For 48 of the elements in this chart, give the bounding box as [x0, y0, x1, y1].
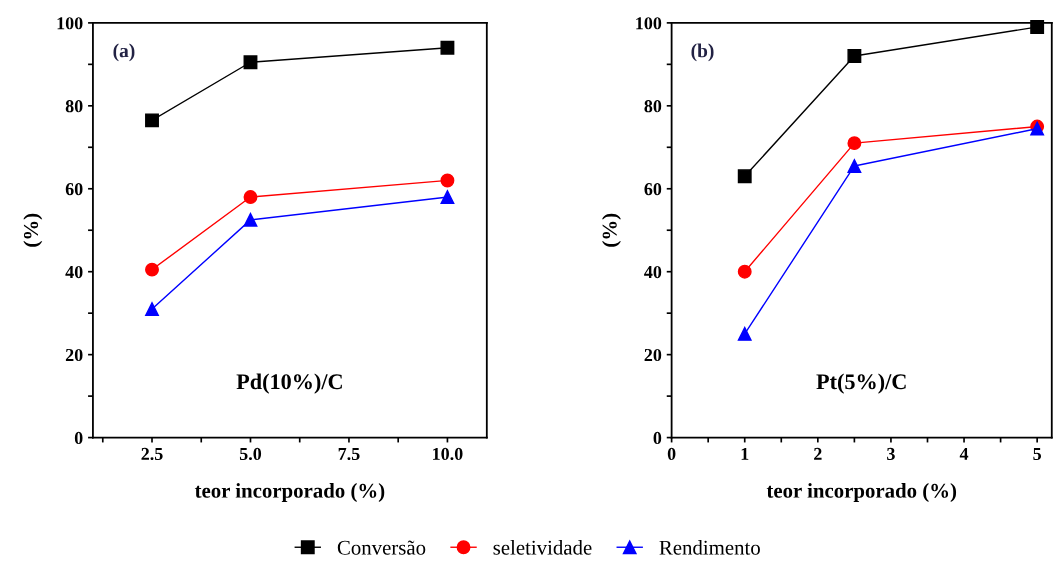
point — [737, 169, 752, 184]
x-axis-title: teor incorporado (%) — [194, 483, 385, 503]
x-tick-label: 7.5 — [338, 448, 360, 461]
x-tick-label: 4 — [959, 447, 969, 460]
annotation: (b) — [691, 43, 714, 62]
legend-label: Conversão — [337, 540, 426, 555]
y-tick-label: 80 — [644, 100, 662, 113]
y-tick-label: 100 — [636, 17, 662, 30]
point — [243, 190, 258, 204]
x-tick-label: 1 — [741, 447, 749, 460]
x-tick-label: 3 — [887, 447, 895, 461]
y-axis-title: (%) — [23, 213, 43, 247]
y-tick-label: 20 — [65, 348, 83, 362]
y-tick-label: 40 — [644, 265, 662, 279]
point — [440, 173, 455, 188]
legend-label: seletividade — [493, 540, 592, 555]
point — [145, 302, 159, 316]
y-tick-label: 0 — [74, 431, 83, 445]
x-tick-label: 5.0 — [239, 447, 262, 461]
y-tick-label: 20 — [644, 348, 662, 362]
point — [440, 40, 455, 55]
annotation: (a) — [113, 43, 135, 62]
point — [145, 113, 159, 128]
y-axis-title: (%) — [602, 213, 621, 247]
x-tick-label: 5 — [1033, 448, 1042, 461]
annotation: Pt(5%)/C — [816, 373, 906, 394]
y-tick-label: 60 — [644, 183, 662, 196]
point — [847, 49, 862, 64]
point — [440, 190, 455, 204]
point — [737, 326, 752, 341]
y-tick-label: 60 — [65, 183, 83, 196]
x-tick-label: 2.5 — [141, 447, 163, 461]
legend-label: Rendimento — [659, 540, 760, 555]
annotation: Pd(10%)/C — [236, 373, 342, 394]
y-tick-label: 40 — [65, 265, 83, 279]
point — [737, 264, 752, 279]
point — [243, 55, 258, 70]
point — [847, 159, 862, 173]
y-tick-label: 80 — [65, 100, 83, 113]
point — [243, 212, 258, 227]
point — [145, 262, 159, 277]
x-tick-label: 10.0 — [433, 447, 463, 461]
x-tick-label: 0 — [667, 447, 676, 461]
x-tick-label: 2 — [814, 447, 822, 460]
point — [847, 136, 862, 151]
y-tick-label: 0 — [653, 431, 662, 445]
x-axis-title: teor incorporado (%) — [766, 483, 957, 503]
y-tick-label: 100 — [57, 17, 83, 30]
